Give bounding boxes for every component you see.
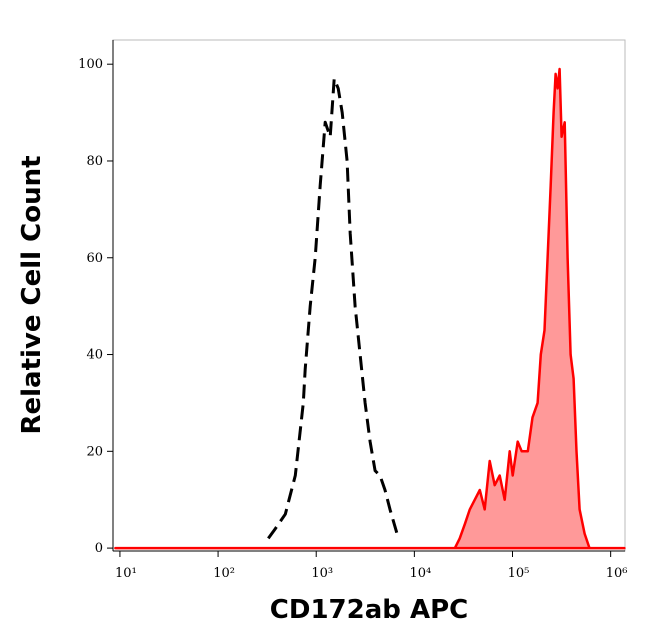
- y-tick-label: 80: [86, 154, 103, 169]
- x-axis-title: CD172ab APC: [270, 595, 468, 625]
- y-tick-label: 60: [86, 251, 103, 266]
- x-tick-label: 10⁶: [606, 566, 628, 581]
- histogram-0: [267, 77, 399, 540]
- y-tick-label: 100: [78, 57, 103, 72]
- x-tick-label: 10¹: [115, 566, 137, 581]
- y-tick-label: 40: [86, 348, 103, 363]
- y-axis-title: Relative Cell Count: [17, 155, 47, 434]
- x-tick-label: 10³: [311, 566, 333, 581]
- y-tick-label: 20: [86, 444, 103, 459]
- y-tick-label: 0: [95, 541, 103, 556]
- x-tick-label: 10²: [213, 566, 235, 581]
- histogram-1: [114, 67, 626, 550]
- x-tick-label: 10⁵: [508, 566, 530, 581]
- x-tick-label: 10⁴: [409, 566, 431, 581]
